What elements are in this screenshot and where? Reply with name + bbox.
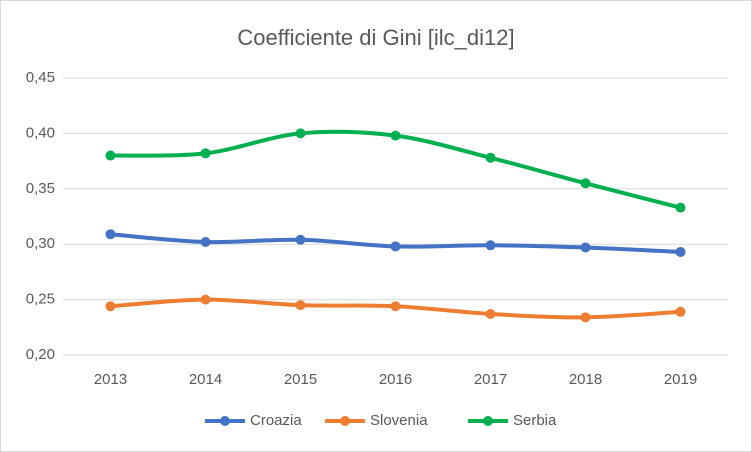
data-point <box>485 152 496 163</box>
legend-marker <box>220 416 230 426</box>
y-tick-label: 0,20 <box>26 346 55 363</box>
y-tick-label: 0,40 <box>26 124 55 141</box>
x-tick-label: 2015 <box>284 371 317 388</box>
y-tick-label: 0,30 <box>26 235 55 252</box>
legend-label: Slovenia <box>370 412 428 429</box>
x-tick-label: 2017 <box>474 371 507 388</box>
data-point <box>485 240 496 251</box>
data-point <box>580 312 591 323</box>
chart-title: Coefficiente di Gini [ilc_di12] <box>237 25 514 50</box>
data-point <box>295 128 306 139</box>
data-point <box>105 301 116 312</box>
data-point <box>675 306 686 317</box>
y-tick-label: 0,45 <box>26 69 55 86</box>
data-point <box>675 246 686 257</box>
data-point <box>580 178 591 189</box>
data-point <box>105 229 116 240</box>
data-point <box>295 234 306 245</box>
y-tick-label: 0,35 <box>26 180 55 197</box>
data-point <box>200 236 211 247</box>
data-point <box>485 309 496 320</box>
data-point <box>675 202 686 213</box>
legend-marker <box>483 416 493 426</box>
data-point <box>200 148 211 159</box>
data-point <box>390 301 401 312</box>
data-point <box>295 300 306 311</box>
data-point <box>390 241 401 252</box>
x-tick-label: 2018 <box>569 371 602 388</box>
data-point <box>105 150 116 161</box>
legend-marker <box>340 416 350 426</box>
legend-label: Croazia <box>250 412 302 429</box>
data-point <box>390 130 401 141</box>
x-tick-label: 2016 <box>379 371 412 388</box>
y-tick-label: 0,25 <box>26 291 55 308</box>
x-tick-label: 2013 <box>94 371 127 388</box>
data-point <box>580 242 591 253</box>
legend-label: Serbia <box>513 412 557 429</box>
data-point <box>200 294 211 305</box>
x-tick-label: 2019 <box>664 371 697 388</box>
x-tick-label: 2014 <box>189 371 222 388</box>
